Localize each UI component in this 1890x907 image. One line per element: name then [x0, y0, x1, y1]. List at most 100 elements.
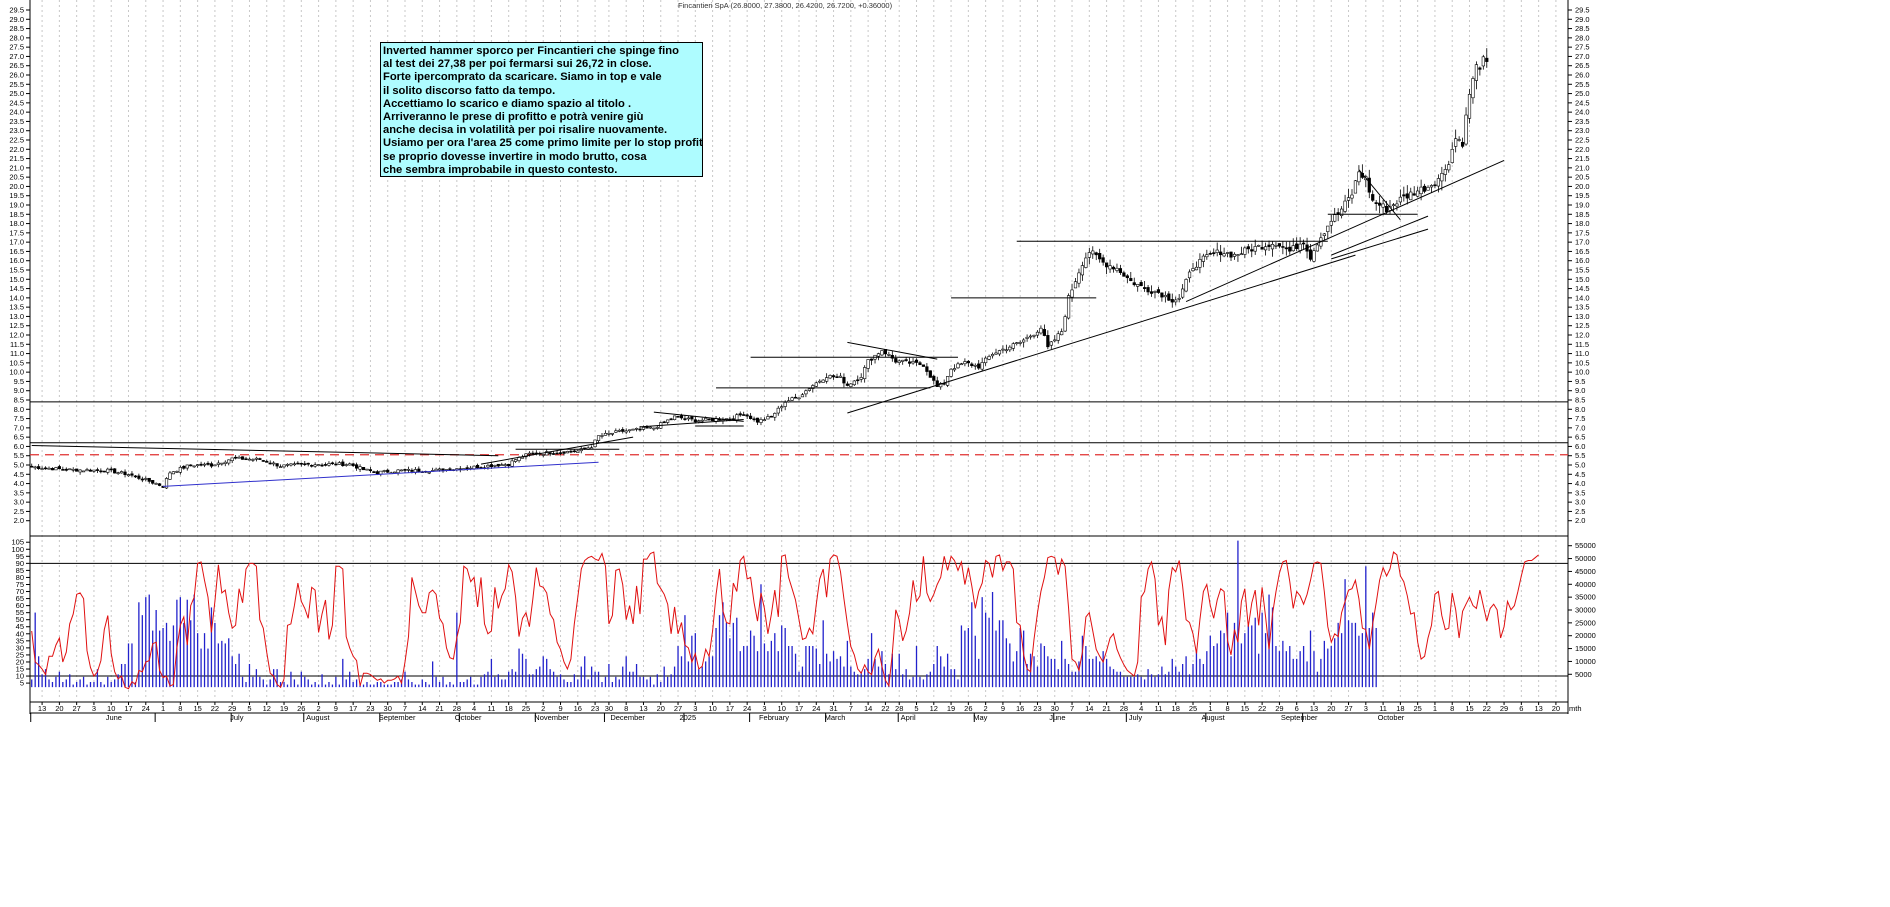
candle	[396, 469, 400, 476]
candle-body	[375, 471, 379, 474]
candle-body	[766, 416, 770, 420]
candle-body	[1094, 252, 1098, 256]
candle	[1333, 207, 1337, 223]
x-tick-label: 5	[247, 704, 251, 713]
candle-body	[265, 460, 269, 463]
candle	[1194, 261, 1199, 271]
candle-body	[503, 464, 507, 467]
candle-body	[144, 478, 148, 480]
candle	[631, 428, 635, 431]
candle	[289, 463, 293, 467]
candle-body	[576, 450, 580, 453]
price-tick-label-left: 4.5	[14, 470, 24, 479]
candle	[887, 351, 891, 357]
candle	[666, 419, 670, 425]
candle	[652, 427, 656, 431]
candle-body	[1422, 185, 1427, 192]
candle	[769, 415, 773, 418]
candle-body	[704, 417, 708, 421]
middle-fan-line	[1331, 215, 1429, 256]
candle-body	[292, 463, 296, 466]
candle-body	[40, 468, 44, 470]
x-tick-label: 21	[435, 704, 443, 713]
candle-body	[1184, 279, 1188, 292]
x-tick-label: 22	[211, 704, 219, 713]
candle	[57, 464, 61, 470]
price-tick-label: 26.0	[1575, 71, 1590, 80]
candle	[911, 358, 915, 365]
candle	[92, 469, 96, 473]
candle-body	[755, 417, 760, 423]
x-tick-label: 25	[1413, 704, 1421, 713]
x-tick-label: 27	[72, 704, 80, 713]
price-tick-label-left: 13.5	[9, 303, 24, 312]
candle	[258, 457, 262, 460]
candle-body	[1063, 316, 1067, 332]
candle	[1291, 238, 1295, 252]
candle	[787, 396, 791, 403]
candle-body	[1302, 242, 1306, 245]
candle	[1153, 290, 1157, 299]
candle-body	[1250, 249, 1254, 252]
candle-body	[382, 470, 386, 472]
candle-body	[1194, 266, 1199, 271]
candle	[102, 470, 106, 473]
candle-body	[558, 452, 563, 454]
x-tick-label: 14	[864, 704, 872, 713]
candle-body	[164, 478, 169, 489]
candle	[413, 467, 417, 475]
candle-body	[223, 461, 227, 464]
candle	[1198, 253, 1202, 274]
x-tick-label: 2	[317, 704, 321, 713]
candle	[168, 471, 172, 480]
x-tick-label: 16	[574, 704, 582, 713]
candle	[984, 356, 988, 366]
candle-body	[106, 468, 110, 473]
candle-body	[230, 457, 234, 461]
candle	[762, 417, 767, 421]
price-tick-label: 24.0	[1575, 108, 1590, 117]
candle-body	[790, 397, 794, 401]
candle	[970, 362, 974, 368]
x-tick-label: 17	[349, 704, 357, 713]
candle-body	[216, 462, 220, 465]
candle	[752, 416, 756, 422]
candle-body	[1201, 255, 1205, 262]
candle	[351, 462, 355, 467]
candle	[164, 477, 169, 489]
candle	[382, 469, 386, 473]
candle-body	[1284, 247, 1288, 250]
candle-body	[192, 465, 196, 468]
x-tick-label: 23	[1033, 704, 1041, 713]
candle-body	[762, 419, 767, 421]
x-tick-label: 26	[964, 704, 972, 713]
x-tick-label: 9	[334, 704, 338, 713]
candle-body	[676, 415, 680, 418]
candle	[690, 416, 694, 422]
candle-body	[548, 452, 552, 455]
candle	[541, 454, 545, 458]
candle	[1274, 242, 1278, 249]
candle-body	[1163, 294, 1167, 298]
x-tick-label: 3	[762, 704, 766, 713]
candle-body	[890, 354, 894, 359]
candle-body	[178, 466, 182, 473]
candle	[932, 374, 936, 385]
candle	[1464, 107, 1468, 146]
candle	[85, 467, 89, 472]
candle-body	[776, 407, 780, 414]
candle-body	[379, 470, 383, 475]
blue-support-trendline	[163, 461, 599, 487]
candle-body	[1295, 243, 1299, 249]
osc-tick-label: 40	[16, 629, 24, 638]
candle	[78, 469, 82, 475]
candle	[918, 361, 922, 366]
candle-body	[303, 463, 307, 465]
candle	[1201, 253, 1205, 268]
candle	[81, 470, 86, 473]
candle	[890, 350, 894, 362]
candle	[320, 463, 324, 467]
candle-body	[327, 463, 331, 466]
candle	[1046, 330, 1050, 350]
price-tick-label: 21.0	[1575, 163, 1590, 172]
